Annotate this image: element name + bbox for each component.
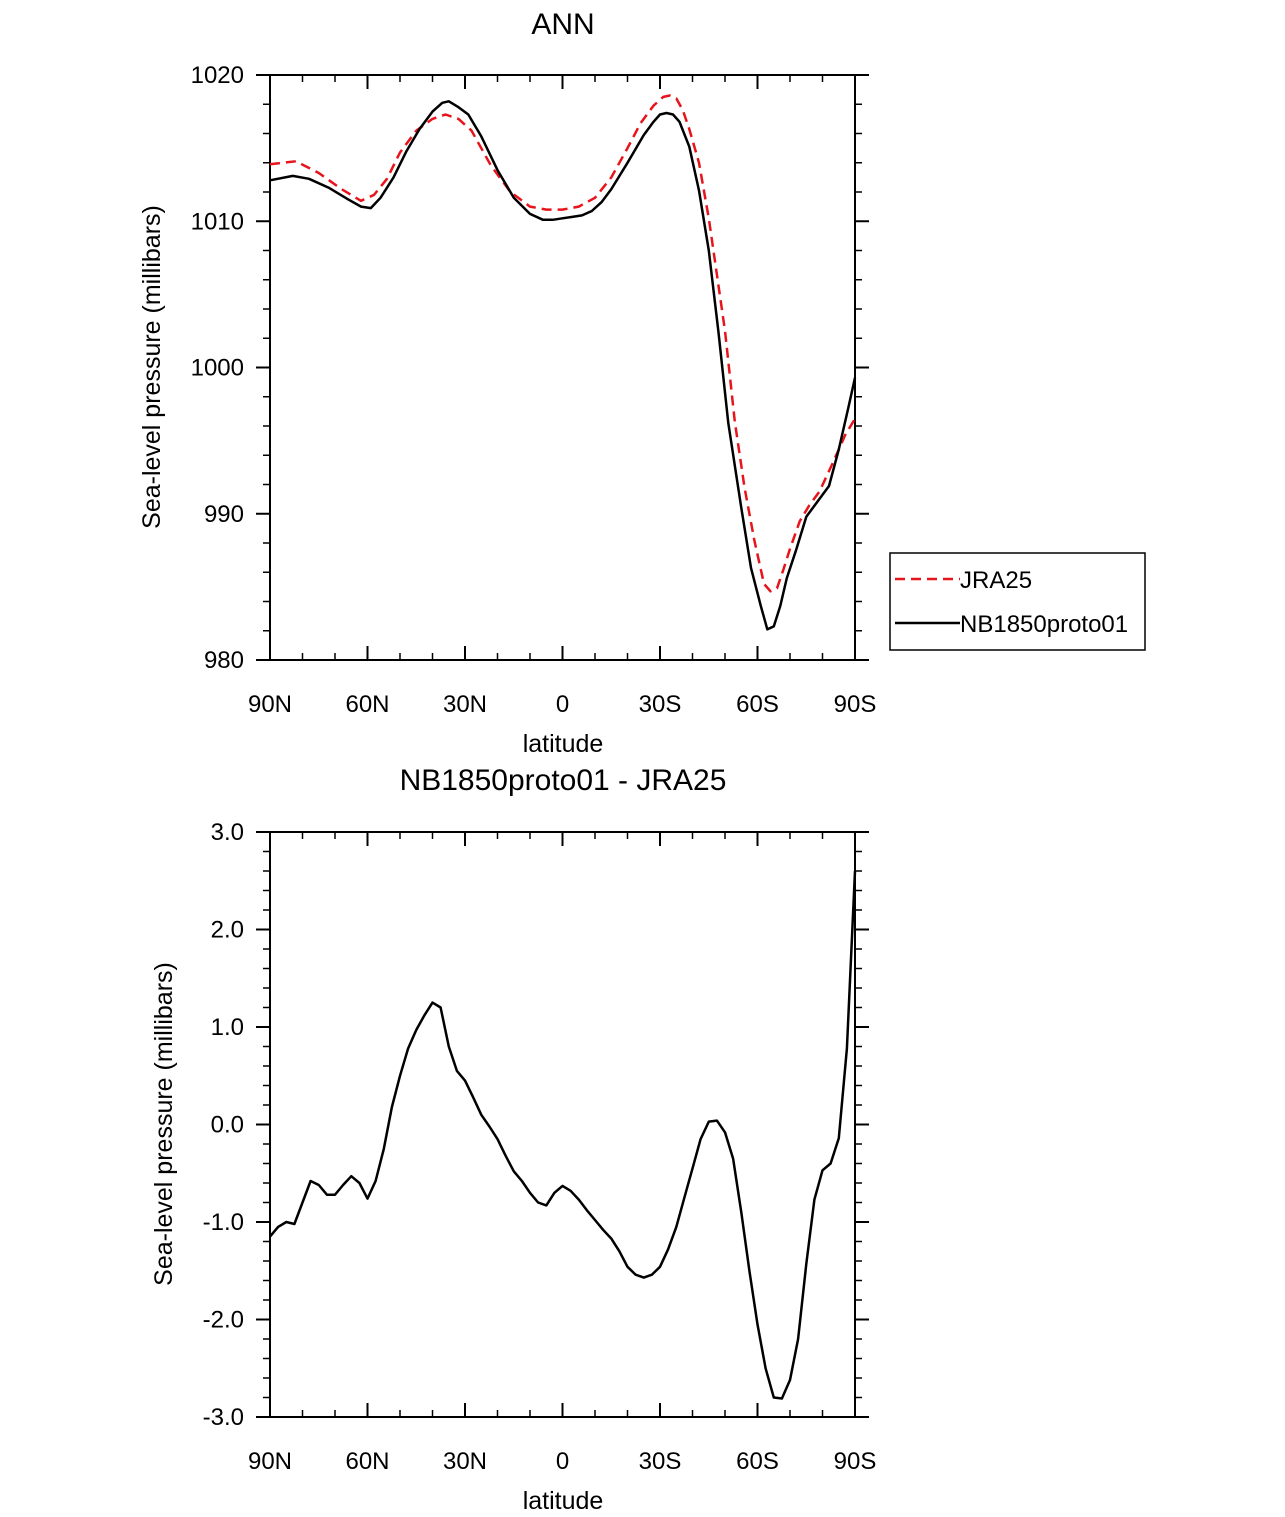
legend-box	[889, 552, 1146, 651]
x-tick-label: 30N	[443, 691, 487, 718]
y-tick-label: 3.0	[211, 819, 244, 846]
panel-difference: NB1850proto01 - JRA25 90N 60N 30N 0 30S 60S 90…	[150, 764, 876, 1515]
axis-ticks	[256, 74, 869, 661]
tick-labels: 90N 60N 30N 0 30S 60S 90S -3.0 -2.0 -1.0 0.0 1.0 2.0…	[203, 819, 877, 1475]
legend: JRA25 NB1850proto01	[889, 552, 1146, 651]
series-line-jra25	[269, 94, 857, 593]
x-tick-label: 30S	[639, 691, 682, 718]
series-line-nb1850proto01-jra25	[269, 870, 857, 1400]
x-tick-label: 90N	[248, 691, 292, 718]
x-tick-label: 90S	[834, 691, 877, 718]
x-tick-label: 90S	[834, 1448, 877, 1475]
series-group	[269, 94, 857, 631]
x-tick-label: 60S	[736, 691, 779, 718]
y-tick-label: 1.0	[211, 1014, 244, 1041]
plot-frame	[269, 74, 856, 661]
y-axis-label: Sea-level pressure (millibars)	[150, 962, 178, 1286]
y-tick-label: 980	[204, 647, 244, 674]
x-axis-label: latitude	[523, 1487, 604, 1515]
y-tick-label: 2.0	[211, 917, 244, 944]
legend-label-nb1850proto01: NB1850proto01	[960, 611, 1128, 638]
x-tick-label: 60N	[345, 1448, 389, 1475]
y-tick-label: 0.0	[211, 1112, 244, 1139]
y-tick-label: -2.0	[203, 1307, 244, 1334]
y-tick-label: -1.0	[203, 1209, 244, 1236]
x-tick-label: 60N	[345, 691, 389, 718]
series-line-nb1850proto01	[269, 100, 857, 631]
x-tick-label: 90N	[248, 1448, 292, 1475]
y-tick-label: 1020	[191, 62, 244, 89]
y-axis-label: Sea-level pressure (millibars)	[138, 205, 166, 529]
plot-frame	[269, 831, 856, 1418]
y-tick-label: 1010	[191, 208, 244, 235]
y-tick-label: -3.0	[203, 1404, 244, 1431]
y-tick-label: 1000	[191, 355, 244, 382]
chart-title: ANN	[531, 8, 594, 41]
x-tick-label: 0	[556, 691, 569, 718]
x-tick-label: 60S	[736, 1448, 779, 1475]
x-tick-label: 0	[556, 1448, 569, 1475]
legend-label-jra25: JRA25	[960, 567, 1032, 594]
series-group	[269, 870, 857, 1400]
x-tick-label: 30N	[443, 1448, 487, 1475]
x-axis-label: latitude	[523, 730, 604, 758]
chart-title: NB1850proto01 - JRA25	[400, 764, 727, 797]
panel-annual-slp: ANN 90N 60N 30N 0 30S 60S 90S 980 990 1000 1010 102…	[138, 8, 1146, 758]
axis-ticks	[256, 831, 869, 1418]
y-tick-label: 990	[204, 501, 244, 528]
tick-labels: 90N 60N 30N 0 30S 60S 90S 980 990 1000 1010 1020	[191, 62, 877, 718]
x-tick-label: 30S	[639, 1448, 682, 1475]
